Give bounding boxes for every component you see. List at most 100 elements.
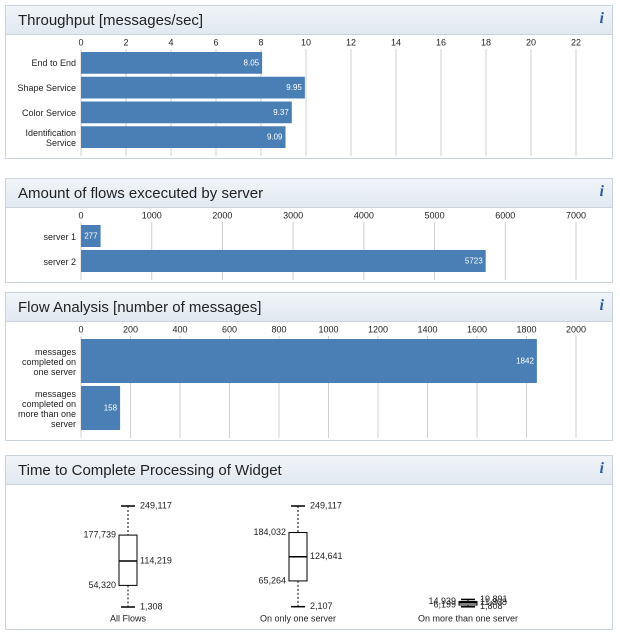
category-label: Shape Service bbox=[17, 83, 76, 94]
panel: Flow Analysis [number of messages] i 0 200 4… bbox=[5, 292, 613, 441]
panel-title: Amount of flows excecuted by server bbox=[18, 185, 264, 202]
bar bbox=[81, 386, 121, 430]
category-text: Shape Service bbox=[17, 83, 76, 94]
value-label: 114,219 bbox=[140, 555, 172, 565]
panel-header: Time to Complete Processing of Widget i bbox=[6, 456, 612, 485]
info-icon[interactable]: i bbox=[599, 10, 604, 27]
bar bbox=[81, 250, 486, 272]
category-label: End to End bbox=[31, 58, 76, 69]
x-tick-label: 4000 bbox=[354, 210, 374, 220]
value-label: 277 bbox=[84, 232, 98, 241]
category-label: Identification Service bbox=[25, 127, 76, 148]
chart: 0 2 4 6 8 10 12 14 16 18 20 22 End to End 8.05 Shape S… bbox=[17, 37, 581, 156]
category-text: Color Service bbox=[21, 107, 76, 118]
x-tick-label: 18 bbox=[481, 37, 491, 47]
value-label: 9.95 bbox=[286, 83, 302, 92]
panel: Amount of flows excecuted by server i 0 100… bbox=[5, 178, 613, 283]
value-label: 249,117 bbox=[140, 500, 172, 510]
value-label: 65,264 bbox=[258, 575, 286, 585]
chart: 0 1000 2000 3000 4000 5000 6000 7000 server 1 277… bbox=[43, 210, 586, 280]
x-tick-label: 2000 bbox=[212, 210, 232, 220]
panel-title: Time to Complete Processing of Widget bbox=[18, 462, 282, 479]
value-label: 19,891 bbox=[480, 594, 508, 604]
x-tick-label: 1600 bbox=[467, 324, 487, 334]
x-tick-label: 16 bbox=[436, 37, 446, 47]
category-label: On more than one server bbox=[418, 613, 518, 623]
value-label: 1,808 bbox=[480, 601, 503, 611]
category-label: messages completed on one server bbox=[21, 346, 76, 377]
x-tick-label: 0 bbox=[78, 210, 83, 220]
x-tick-label: 3000 bbox=[283, 210, 303, 220]
category-label: On only one server bbox=[260, 613, 336, 623]
x-tick-label: 1400 bbox=[417, 324, 437, 334]
x-tick-label: 22 bbox=[571, 37, 581, 47]
category-text: End to End bbox=[31, 58, 76, 69]
value-label: 11,808 bbox=[480, 597, 507, 607]
value-label: 158 bbox=[104, 404, 118, 413]
x-tick-label: 2 bbox=[123, 37, 128, 47]
x-tick-label: 1800 bbox=[516, 324, 536, 334]
category-text: server 1 bbox=[43, 231, 76, 242]
bar bbox=[81, 52, 263, 74]
x-tick-label: 6 bbox=[213, 37, 218, 47]
bar bbox=[81, 126, 286, 148]
x-tick-label: 14 bbox=[391, 37, 401, 47]
category-label: All Flows bbox=[110, 613, 147, 623]
x-tick-label: 200 bbox=[123, 324, 138, 334]
panel: Throughput [messages/sec] i 0 2 4 6 8 10 12 14 16 1… bbox=[5, 5, 613, 159]
value-label: 124,641 bbox=[310, 551, 343, 561]
value-label: 9.37 bbox=[273, 108, 289, 117]
bar bbox=[81, 76, 305, 99]
info-icon[interactable]: i bbox=[599, 183, 604, 200]
value-label: 177,739 bbox=[83, 529, 116, 539]
x-tick-label: 400 bbox=[172, 324, 187, 334]
value-label: 6,199 bbox=[433, 599, 456, 609]
panel-header: Flow Analysis [number of messages] i bbox=[6, 293, 612, 322]
x-tick-label: 1200 bbox=[368, 324, 388, 334]
value-label: 5723 bbox=[465, 257, 483, 266]
value-label: 8.05 bbox=[244, 58, 260, 67]
value-label: 54,320 bbox=[88, 580, 116, 590]
category-text: messages completed on more than one serv… bbox=[17, 388, 76, 429]
x-tick-label: 800 bbox=[271, 324, 286, 334]
chart: 0 200 400 600 800 1000 1200 1400 1600 1800 2000 mes… bbox=[17, 324, 586, 438]
category-label: server 1 bbox=[43, 231, 76, 242]
info-icon[interactable]: i bbox=[599, 460, 604, 477]
bar bbox=[81, 225, 101, 247]
value-label: 2,107 bbox=[310, 601, 333, 611]
panel-title: Throughput [messages/sec] bbox=[18, 12, 204, 29]
panel-header: Amount of flows excecuted by server i bbox=[6, 179, 612, 208]
x-tick-label: 6000 bbox=[495, 210, 515, 220]
bar bbox=[81, 101, 292, 124]
x-tick-label: 0 bbox=[78, 324, 83, 334]
x-tick-label: 10 bbox=[301, 37, 311, 47]
category-label: messages completed on more than one serv… bbox=[17, 388, 76, 429]
value-label: 249,117 bbox=[310, 500, 342, 510]
x-tick-label: 1000 bbox=[318, 324, 338, 334]
x-tick-label: 20 bbox=[526, 37, 536, 47]
bar bbox=[81, 339, 537, 383]
value-label: 9.09 bbox=[267, 133, 283, 142]
value-label: 1842 bbox=[516, 357, 534, 366]
value-label: 14,939 bbox=[428, 596, 456, 606]
category-label: Color Service bbox=[21, 107, 76, 118]
x-tick-label: 0 bbox=[78, 37, 83, 47]
x-tick-label: 4 bbox=[168, 37, 173, 47]
category-text: Identification Service bbox=[25, 127, 76, 148]
panel: Time to Complete Processing of Widget i 17… bbox=[5, 455, 613, 630]
panel-title: Flow Analysis [number of messages] bbox=[18, 299, 262, 316]
value-label: 1,308 bbox=[140, 601, 163, 611]
x-tick-label: 8 bbox=[258, 37, 263, 47]
value-label: 184,032 bbox=[253, 527, 286, 537]
category-text: messages completed on one server bbox=[21, 346, 76, 377]
info-icon[interactable]: i bbox=[599, 297, 604, 314]
chart: 177,739 54,320 249,117 114,219 1,308 All Flow… bbox=[83, 500, 518, 623]
panel-header: Throughput [messages/sec] i bbox=[6, 6, 612, 35]
category-label: server 2 bbox=[43, 256, 76, 267]
category-text: server 2 bbox=[43, 256, 76, 267]
x-tick-label: 600 bbox=[222, 324, 237, 334]
x-tick-label: 1000 bbox=[142, 210, 162, 220]
x-tick-label: 12 bbox=[346, 37, 356, 47]
x-tick-label: 2000 bbox=[566, 324, 586, 334]
